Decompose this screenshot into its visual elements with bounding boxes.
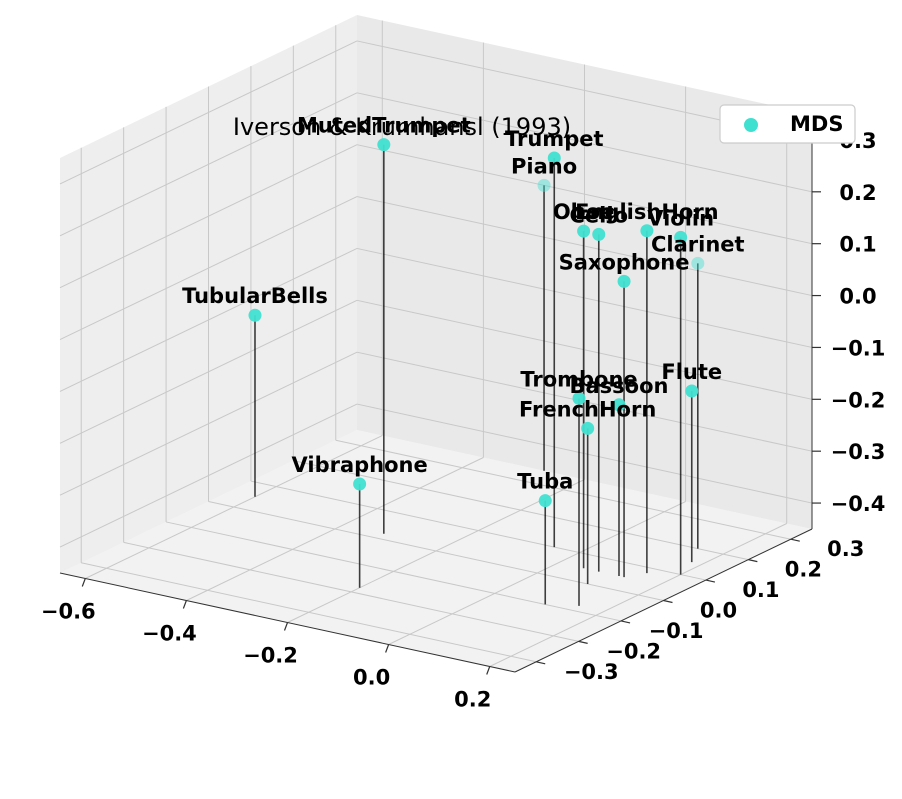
point-label: TubularBells bbox=[182, 284, 328, 308]
grid-line bbox=[356, 403, 813, 504]
grid-line bbox=[335, 439, 791, 540]
z-tick-label: −0.1 bbox=[831, 336, 886, 360]
data-point bbox=[592, 227, 606, 241]
y-tick-label: 0.1 bbox=[742, 578, 779, 602]
grid-line bbox=[59, 92, 358, 237]
legend-marker bbox=[744, 118, 758, 132]
y-tick-label: 0.3 bbox=[827, 537, 864, 561]
z-tick-label: 0.2 bbox=[839, 181, 876, 205]
y-tick-label: −0.3 bbox=[564, 660, 619, 684]
z-tick-label: 0.0 bbox=[839, 285, 876, 309]
legend: MDS bbox=[719, 104, 856, 144]
y-tick bbox=[578, 640, 588, 644]
y-tick-label: −0.1 bbox=[649, 619, 704, 643]
grid-line bbox=[59, 247, 358, 392]
data-point bbox=[685, 384, 699, 398]
x-tick bbox=[283, 622, 289, 631]
x-tick bbox=[486, 666, 491, 675]
data-point bbox=[674, 230, 688, 244]
point-label: Flute bbox=[661, 360, 722, 384]
point-label: FrenchHorn bbox=[519, 397, 656, 421]
z-tick-label: −0.3 bbox=[831, 440, 886, 464]
legend-label: MDS bbox=[790, 112, 843, 136]
data-point bbox=[577, 224, 591, 238]
x-tick-label: −0.2 bbox=[243, 644, 298, 668]
grid-line bbox=[59, 40, 358, 185]
point-labels: Piano Clarinet Flute Trumpet ViolinEnglishHo… bbox=[182, 114, 745, 494]
x-tick-label: −0.6 bbox=[41, 600, 96, 624]
y-tick-label: 0.0 bbox=[700, 599, 737, 623]
grid-line bbox=[356, 92, 813, 193]
y-tick bbox=[663, 599, 673, 604]
z-tick-label: −0.2 bbox=[831, 388, 886, 412]
grid-line bbox=[81, 562, 537, 663]
y-tick bbox=[790, 538, 800, 542]
grid-line bbox=[59, 299, 358, 444]
grid-line bbox=[356, 299, 813, 400]
data-point bbox=[547, 151, 561, 165]
grid-line bbox=[59, 351, 358, 496]
point-label: MutedTrumpet bbox=[297, 114, 471, 138]
grid-line bbox=[356, 144, 813, 245]
point-label: Saxophone bbox=[559, 250, 690, 274]
point-label: Bassoon bbox=[569, 374, 668, 398]
x-tick-label: 0.0 bbox=[353, 666, 390, 690]
x-tick bbox=[81, 578, 86, 587]
grid-line bbox=[59, 196, 358, 341]
drop-lines bbox=[254, 144, 699, 606]
data-point bbox=[377, 138, 391, 152]
grid-line bbox=[293, 460, 749, 561]
y-tick bbox=[536, 661, 546, 665]
y-tick bbox=[620, 620, 631, 624]
data-point bbox=[538, 494, 552, 508]
grid-line bbox=[123, 541, 579, 642]
data-point bbox=[353, 477, 367, 491]
x-tick-label: 0.2 bbox=[454, 688, 491, 712]
point-label: Piano bbox=[511, 154, 577, 178]
grid-line bbox=[59, 144, 358, 289]
z-tick-label: −0.4 bbox=[831, 492, 886, 516]
point-label: Violin bbox=[647, 206, 714, 230]
point-label: EnglishHorn bbox=[575, 200, 718, 224]
legend-box bbox=[719, 104, 856, 144]
tick-labels: −0.6−0.4−0.20.00.2−0.3−0.2−0.10.00.10.20… bbox=[41, 129, 886, 712]
data-point bbox=[617, 274, 631, 288]
x-tick-label: −0.4 bbox=[142, 622, 197, 646]
point-label: Clarinet bbox=[651, 232, 745, 256]
data-point bbox=[691, 256, 705, 270]
y-tick bbox=[705, 579, 716, 583]
data-point bbox=[537, 178, 551, 192]
x-tick bbox=[182, 600, 187, 609]
point-label: Cello bbox=[570, 203, 628, 227]
y-tick-label: 0.2 bbox=[785, 558, 822, 582]
point-label: Oboe bbox=[553, 200, 615, 224]
y-tick-label: −0.2 bbox=[606, 639, 661, 663]
point-label: Tuba bbox=[517, 470, 573, 494]
z-tick-label: 0.1 bbox=[839, 233, 876, 257]
data-point bbox=[581, 421, 595, 435]
data-point bbox=[248, 308, 262, 322]
data-point bbox=[572, 391, 586, 405]
y-tick bbox=[748, 559, 758, 563]
x-tick bbox=[385, 644, 390, 653]
grid-line bbox=[250, 480, 707, 581]
point-label: Trombone bbox=[520, 367, 637, 391]
point-label: Trumpet bbox=[505, 127, 604, 151]
grid-line bbox=[356, 247, 813, 348]
data-point bbox=[612, 398, 626, 412]
chart-title: Iverson & Krumhansl (1993) bbox=[233, 113, 571, 141]
data-points bbox=[248, 138, 705, 508]
grid-line bbox=[356, 196, 813, 297]
point-label: Vibraphone bbox=[292, 453, 428, 477]
grid-line bbox=[59, 403, 358, 548]
data-point bbox=[640, 224, 654, 238]
